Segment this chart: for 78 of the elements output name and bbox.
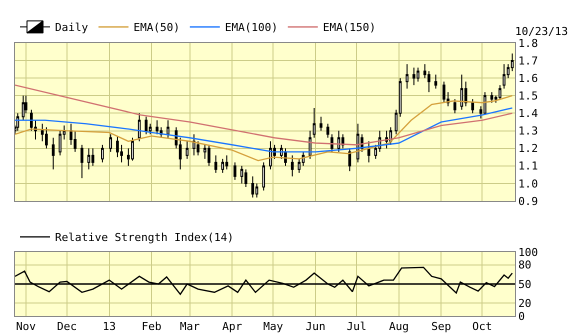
y-tick-label: 50 [518, 278, 532, 291]
candlestick [490, 92, 494, 104]
candlestick [312, 107, 316, 138]
legend-label: Daily [55, 21, 88, 34]
y-tick-label: 1.3 [518, 124, 538, 138]
y-tick-label: 1.1 [518, 160, 538, 173]
y-tick-label: 1.4 [518, 107, 538, 120]
y-tick-label: 1.7 [518, 54, 538, 68]
y-tick-label: 100 [518, 246, 538, 259]
candlestick [166, 120, 170, 138]
x-tick-label: Oct [472, 320, 492, 334]
line-series [15, 95, 513, 162]
x-tick-label: Jul [346, 320, 366, 334]
x-tick-label: Apr [222, 320, 243, 334]
candlestick [442, 81, 446, 104]
candlestick [101, 144, 104, 163]
candlestick [156, 120, 158, 135]
line-series [15, 266, 513, 295]
x-tick-label: 13 [102, 320, 116, 334]
candlestick [453, 98, 456, 114]
line-series [15, 107, 513, 152]
candlestick [16, 112, 20, 132]
candlestick [80, 144, 84, 179]
candlestick [234, 162, 236, 180]
y-tick-label: 1.2 [518, 142, 538, 156]
x-tick-label: May [263, 320, 284, 334]
candlestick [52, 137, 55, 170]
candlestick [416, 67, 420, 82]
candlestick [502, 64, 506, 90]
candlestick [186, 140, 189, 160]
candlestick [385, 130, 388, 149]
x-tick-label: Feb [142, 320, 162, 334]
candlestick [406, 64, 408, 90]
y-tick-label: 1.6 [518, 72, 538, 85]
candlestick [412, 67, 416, 86]
candlestick [460, 74, 464, 110]
x-tick-label: Nov [16, 320, 36, 334]
legend-label: EMA(50) [133, 21, 180, 34]
candlestick [22, 95, 25, 121]
x-tick-label: Dec [56, 320, 77, 334]
candlestick [144, 116, 148, 135]
candlestick [109, 134, 112, 152]
candlestick [240, 165, 244, 184]
legend-label: EMA(150) [322, 21, 376, 34]
candlestick [91, 148, 94, 166]
candlestick [471, 98, 474, 114]
y-tick-label: 1.0 [518, 177, 538, 190]
candlestick [320, 116, 322, 132]
y-tick-label: 1.5 [518, 90, 538, 103]
candlestick [214, 154, 218, 174]
candlestick [87, 148, 90, 170]
candlestick [330, 134, 334, 152]
x-tick-label: Sep [431, 320, 452, 334]
candlestick [244, 168, 248, 188]
y-tick-label: 1.8 [518, 36, 538, 50]
text: 10/23/13 [515, 25, 568, 38]
candlestick [337, 130, 340, 152]
y-tick-label: 0.9 [518, 194, 538, 208]
x-tick-label: Mar [180, 320, 200, 334]
y-tick-label: 0 [518, 310, 525, 323]
legend-label: Relative Strength Index(14) [55, 231, 234, 244]
candlestick [434, 74, 438, 90]
candlestick [326, 123, 330, 138]
y-tick-label: 20 [518, 297, 532, 310]
candlestick [262, 162, 266, 191]
candlestick [367, 140, 370, 163]
candlestick [290, 154, 294, 177]
candlestick [225, 154, 228, 170]
legend-label: EMA(100) [224, 21, 278, 34]
y-tick-label: 80 [518, 258, 532, 272]
candlestick [221, 158, 224, 174]
candlestick [251, 176, 254, 198]
line-series [15, 84, 513, 146]
x-tick-label: Aug [388, 320, 409, 334]
candlestick [208, 144, 210, 166]
candlestick [498, 84, 502, 100]
x-tick-label: Jun [306, 320, 326, 334]
candlestick [45, 126, 48, 149]
